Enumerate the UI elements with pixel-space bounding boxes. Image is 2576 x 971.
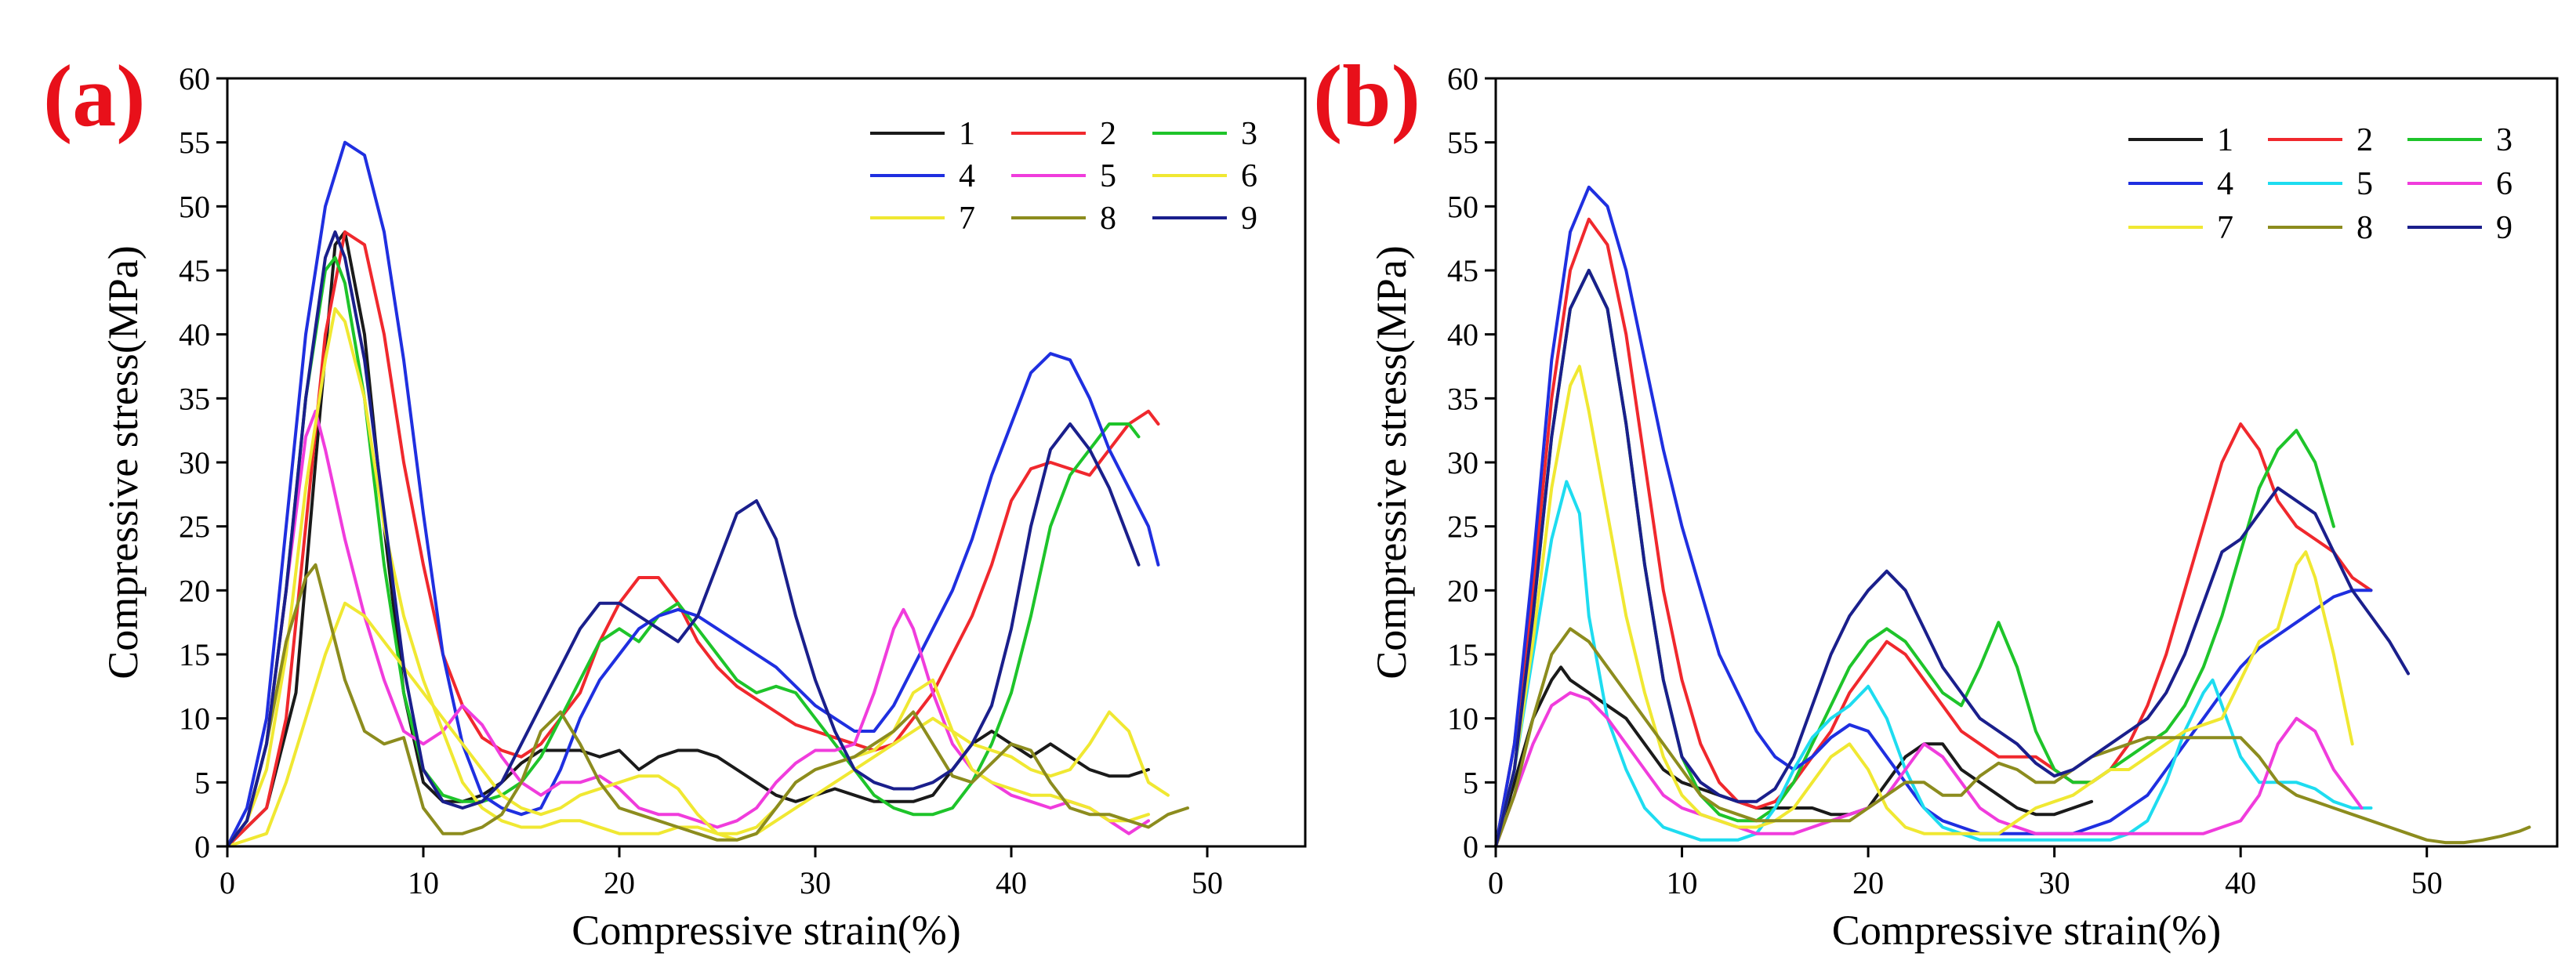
legend-label-8: 8 xyxy=(2356,210,2373,246)
chart-panel-a: (a)0 10 20 30 40 50051015202530354045505560Co… xyxy=(43,48,1307,954)
legend-label-1: 1 xyxy=(2217,122,2233,158)
legend-label-5: 5 xyxy=(1100,158,1116,194)
series-line-7 xyxy=(1494,364,2354,848)
y-tick-label: 25 xyxy=(1447,509,1478,545)
x-tick-label: 0 xyxy=(1488,865,1504,900)
x-tick-label: 20 xyxy=(1852,865,1884,900)
y-tick-label: 20 xyxy=(1447,573,1478,608)
legend-label-5: 5 xyxy=(2356,166,2373,202)
y-tick-label: 30 xyxy=(1447,445,1478,480)
legend-label-6: 6 xyxy=(2496,166,2513,202)
x-tick-label: 40 xyxy=(996,865,1027,900)
legend: 1 2 3 4 5 6 7 8 9 xyxy=(2128,122,2513,246)
legend-label-7: 7 xyxy=(2217,210,2233,246)
y-tick-label: 15 xyxy=(179,637,210,672)
series-line-2 xyxy=(1494,217,2373,848)
legend-label-9: 9 xyxy=(2496,210,2513,246)
x-tick-label: 10 xyxy=(1667,865,1698,900)
y-tick-label: 20 xyxy=(179,573,210,608)
y-tick-label: 30 xyxy=(179,445,210,480)
series-line-1 xyxy=(226,230,1150,848)
y-tick-label: 35 xyxy=(1447,381,1478,416)
x-tick-label: 20 xyxy=(604,865,635,900)
chart-panel-b: (b)0 10 20 30 40 50051015202530354045505560Co… xyxy=(1313,48,2559,954)
y-axis-title: Compressive stress(MPa) xyxy=(1368,245,1415,679)
panel-label: (b) xyxy=(1313,48,1420,145)
y-tick-label: 55 xyxy=(1447,125,1478,161)
legend-label-1: 1 xyxy=(959,116,975,152)
series-line-1 xyxy=(1494,665,2094,848)
panel-label: (a) xyxy=(43,48,146,145)
y-tick-label: 5 xyxy=(194,765,210,800)
series-line-8 xyxy=(1494,627,2531,848)
y-tick-label: 25 xyxy=(179,509,210,545)
x-tick-label: 0 xyxy=(220,865,235,900)
series-line-7 xyxy=(226,307,1150,848)
legend-label-9: 9 xyxy=(1241,201,1257,237)
legend-label-7: 7 xyxy=(959,201,975,237)
y-tick-label: 10 xyxy=(179,701,210,737)
y-tick-label: 50 xyxy=(1447,189,1478,224)
y-axis-title: Compressive stress(MPa) xyxy=(100,245,147,679)
x-tick-label: 40 xyxy=(2225,865,2256,900)
y-tick-label: 0 xyxy=(194,829,210,864)
series-line-4 xyxy=(1494,185,2373,848)
series-line-8 xyxy=(226,563,1189,848)
legend-label-4: 4 xyxy=(959,158,975,194)
legend-label-2: 2 xyxy=(1100,116,1116,152)
y-tick-label: 5 xyxy=(1463,765,1478,800)
x-tick-label: 50 xyxy=(1192,865,1223,900)
series-line-6 xyxy=(1494,691,2364,848)
series-line-5 xyxy=(226,409,1150,848)
series-line-3 xyxy=(226,255,1141,848)
legend-label-3: 3 xyxy=(2496,122,2513,158)
legend-label-4: 4 xyxy=(2217,166,2233,202)
plot-frame xyxy=(226,77,1307,848)
x-tick-label: 10 xyxy=(408,865,439,900)
series-line-9 xyxy=(1494,269,2410,848)
x-tick-label: 50 xyxy=(2411,865,2443,900)
y-tick-label: 10 xyxy=(1447,701,1478,737)
x-axis-title: Compressive strain(%) xyxy=(1832,907,2221,954)
series-line-9 xyxy=(226,230,1141,848)
x-tick-label: 30 xyxy=(800,865,831,900)
series-line-2 xyxy=(226,230,1160,848)
legend-label-6: 6 xyxy=(1241,158,1257,194)
legend-label-2: 2 xyxy=(2356,122,2373,158)
y-tick-label: 0 xyxy=(1463,829,1478,864)
series-line-4 xyxy=(226,140,1160,848)
y-tick-label: 40 xyxy=(1447,317,1478,353)
y-tick-label: 55 xyxy=(179,125,210,161)
legend-label-3: 3 xyxy=(1241,116,1257,152)
legend: 1 2 3 4 5 6 7 8 9 xyxy=(870,116,1257,237)
legend-label-8: 8 xyxy=(1100,201,1116,237)
y-tick-label: 45 xyxy=(179,253,210,288)
y-tick-label: 45 xyxy=(1447,253,1478,288)
series-line-6 xyxy=(226,601,1170,848)
y-tick-label: 50 xyxy=(179,189,210,224)
x-tick-label: 30 xyxy=(2039,865,2070,900)
y-tick-label: 60 xyxy=(1447,61,1478,96)
y-tick-label: 15 xyxy=(1447,637,1478,672)
y-tick-label: 40 xyxy=(179,317,210,353)
y-tick-label: 60 xyxy=(179,61,210,96)
y-tick-label: 35 xyxy=(179,381,210,416)
series-line-5 xyxy=(1494,480,2373,848)
x-axis-title: Compressive strain(%) xyxy=(571,907,960,954)
